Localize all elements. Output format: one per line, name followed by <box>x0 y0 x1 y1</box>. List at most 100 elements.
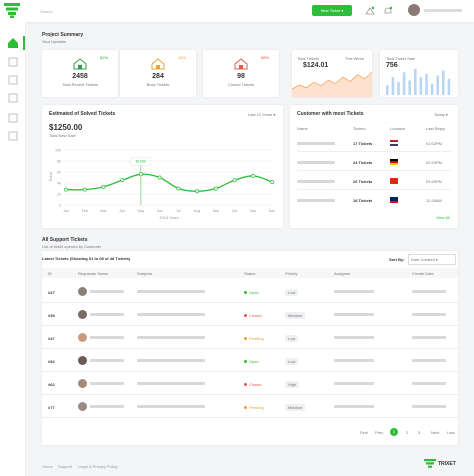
flag <box>390 159 398 165</box>
footer-link[interactable]: Support <box>58 464 73 469</box>
data-point <box>232 178 237 183</box>
ticket-count: 24 Tickets <box>353 160 373 165</box>
ticket-id: #62 <box>48 382 55 387</box>
active-indicator <box>23 36 25 50</box>
avatar[interactable] <box>408 4 420 16</box>
y-tick-label: 60 <box>57 170 61 174</box>
page-link[interactable]: Prev <box>375 430 384 435</box>
flag <box>390 178 398 184</box>
row-divider <box>42 394 458 395</box>
card-value: $124.01 <box>303 62 329 69</box>
data-point <box>82 187 87 192</box>
ticket-id: #52 <box>48 359 55 364</box>
page-link[interactable]: Last <box>447 430 455 435</box>
requester-avatar <box>78 402 87 411</box>
flag-stripe <box>390 142 398 144</box>
ticket-id: #47 <box>48 336 55 341</box>
filter-label: Today <box>434 112 445 117</box>
customers-card <box>290 105 458 228</box>
section-subtitle: List of ticket opened by Customer <box>42 244 102 249</box>
search-input[interactable]: Search <box>40 9 53 14</box>
status-dot <box>244 382 247 386</box>
column-header: Tickets <box>353 126 366 131</box>
row-divider <box>297 170 451 171</box>
data-point <box>195 189 200 194</box>
requester-avatar <box>78 356 87 365</box>
card-icon <box>234 58 248 70</box>
card-value: 98 <box>237 73 245 80</box>
icon-shape <box>73 58 87 70</box>
row-divider <box>42 325 458 326</box>
ticket-count: 18 Tickets <box>353 198 373 203</box>
line-series <box>65 173 273 192</box>
x-tick-label: Feb <box>82 209 88 213</box>
card-period: This Week <box>345 56 364 61</box>
card-label: Closed Tickets <box>227 82 254 87</box>
footer-link[interactable]: Legal & Privacy Policy <box>78 464 118 469</box>
page-link[interactable]: 2 <box>406 430 409 435</box>
data-point <box>251 173 256 178</box>
icon-shape <box>151 58 165 70</box>
estimate-card <box>42 105 283 228</box>
ticket-id: #27 <box>48 290 55 295</box>
flag-stripe <box>390 178 398 180</box>
requester-name <box>90 290 124 293</box>
page-link[interactable]: 3 <box>418 430 421 435</box>
sort-dropdown[interactable]: Date Created ▾ <box>408 254 456 265</box>
create-date <box>412 405 446 408</box>
summary-card <box>203 50 279 97</box>
new-ticket-button[interactable]: New Ticket ▾ <box>312 5 352 16</box>
assignee <box>334 382 374 385</box>
filter-dropdown[interactable]: Last 12 Years ▾ <box>248 112 276 117</box>
header-icons[interactable] <box>364 5 398 17</box>
page-link[interactable]: Next <box>431 430 440 435</box>
page-link[interactable]: 1 <box>390 428 398 436</box>
spark-bar <box>408 80 411 95</box>
icon-shape <box>156 65 160 69</box>
card-value: 284 <box>152 73 164 80</box>
status: Open <box>249 290 259 295</box>
data-point <box>157 175 162 180</box>
footer-brand: TRIXET <box>438 461 456 467</box>
flag-stripe <box>390 159 398 161</box>
priority-pill: Low <box>285 334 299 342</box>
status: Closed <box>249 382 262 387</box>
card-title: Estimated of Solved Tickets <box>49 111 116 117</box>
flag-stripe <box>390 180 398 182</box>
x-tick-label: Apr <box>119 209 125 213</box>
section-title: All Support Tickets <box>42 237 88 243</box>
column-header: Subjects <box>137 271 153 276</box>
page-link[interactable]: First <box>360 430 368 435</box>
change-badge: 62% <box>100 55 109 60</box>
summary-card <box>42 50 118 97</box>
icon-shape <box>234 58 248 70</box>
estimate-caption: Total New Sale <box>49 133 76 138</box>
status-dot <box>244 313 247 317</box>
footer-link[interactable]: Home <box>42 464 53 469</box>
spark-bar <box>391 77 395 95</box>
section-subtitle: Your Updates <box>42 39 67 44</box>
status: Pending <box>249 336 264 341</box>
ticket-id: #39 <box>48 313 55 318</box>
spark-bar <box>414 69 417 95</box>
requester-avatar <box>78 379 87 388</box>
filter-dropdown[interactable]: Today ▾ <box>434 112 448 117</box>
x-axis-label: 2018 Years <box>159 216 178 220</box>
card-value: 756 <box>386 62 398 69</box>
customer-name <box>297 161 335 164</box>
status: Pending <box>249 405 264 410</box>
card-label: Total Recent Tickets <box>62 82 98 87</box>
estimate-value: $1250.00 <box>49 123 83 132</box>
customer-name <box>297 180 335 183</box>
requester-name <box>90 405 124 408</box>
data-point <box>101 184 106 189</box>
sidebar-icons[interactable] <box>6 36 20 146</box>
column-header: Location <box>390 126 406 131</box>
data-point <box>64 187 68 192</box>
column-header: ID <box>48 271 52 276</box>
ticket-count: 26 Tickets <box>353 179 373 184</box>
customer-name <box>297 142 335 145</box>
y-tick-label: 100 <box>55 148 61 152</box>
view-all-link[interactable]: View All <box>436 215 450 220</box>
